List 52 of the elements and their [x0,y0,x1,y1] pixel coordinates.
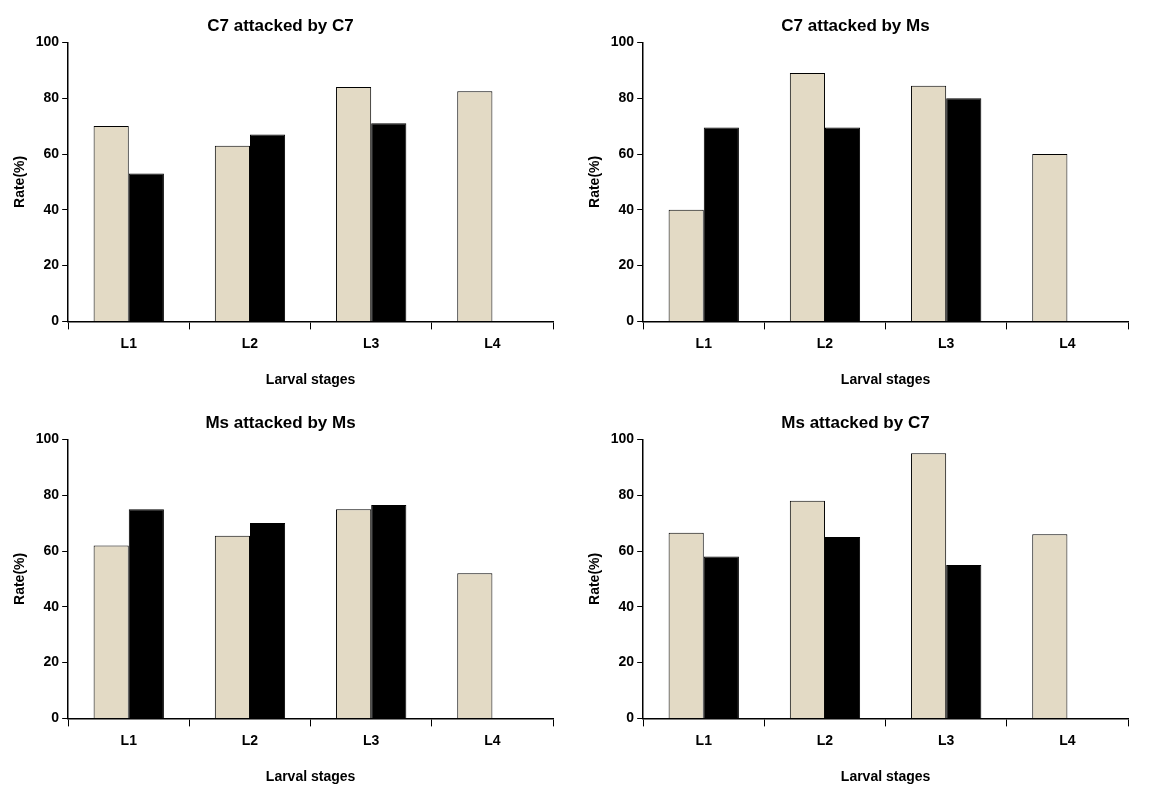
x-tick-label: L2 [241,334,259,351]
y-tick-label: 20 [43,256,60,273]
x-axis-title: Larval stages [265,371,356,388]
chart-title: Ms attacked by C7 [781,412,930,432]
chart-title: C7 attacked by Ms [781,15,930,35]
y-tick-label: 100 [610,33,635,50]
x-tick-label: L3 [938,731,955,748]
y-tick-label: 20 [43,653,60,670]
y-tick-label: 40 [43,200,60,217]
x-tick-label: L4 [1059,334,1076,351]
y-tick-label: 40 [618,597,635,614]
x-tick-label: L2 [241,731,259,748]
y-axis-title: Rate(%) [586,552,603,605]
x-tick-label: L1 [695,334,713,351]
chart-title: Ms attacked by Ms [205,412,356,432]
y-tick-label: 100 [35,430,60,447]
y-tick-label: 0 [626,312,635,329]
y-tick-label: 20 [618,256,635,273]
y-axis-title: Rate(%) [11,552,28,605]
x-tick-label: L1 [695,731,713,748]
y-tick-label: 100 [35,33,60,50]
y-tick-label: 0 [51,709,60,726]
x-tick-label: L1 [120,334,138,351]
y-tick-label: 80 [43,89,60,106]
x-axis-title: Larval stages [840,371,931,388]
y-tick-label: 20 [618,653,635,670]
y-tick-label: 60 [618,541,635,558]
y-tick-label: 60 [618,144,635,161]
y-tick-label: 60 [43,144,60,161]
x-tick-label: L4 [484,731,501,748]
x-tick-label: L1 [120,731,138,748]
y-tick-label: 80 [618,486,635,503]
y-axis-title: Rate(%) [586,155,603,208]
y-tick-label: 100 [610,430,635,447]
y-tick-label: 60 [43,541,60,558]
y-tick-label: 0 [626,709,635,726]
y-tick-label: 40 [618,200,635,217]
x-tick-label: L2 [816,731,834,748]
chart-title: C7 attacked by C7 [207,15,354,35]
x-axis-title: Larval stages [265,768,356,785]
y-tick-label: 80 [618,89,635,106]
x-axis-title: Larval stages [840,768,931,785]
y-tick-label: 80 [43,486,60,503]
x-tick-label: L4 [1059,731,1076,748]
y-tick-label: 40 [43,597,60,614]
x-tick-label: L4 [484,334,501,351]
x-tick-label: L3 [363,731,380,748]
x-tick-label: L3 [938,334,955,351]
x-tick-label: L3 [363,334,380,351]
x-tick-label: L2 [816,334,834,351]
y-axis-title: Rate(%) [11,155,28,208]
y-tick-label: 0 [51,312,60,329]
